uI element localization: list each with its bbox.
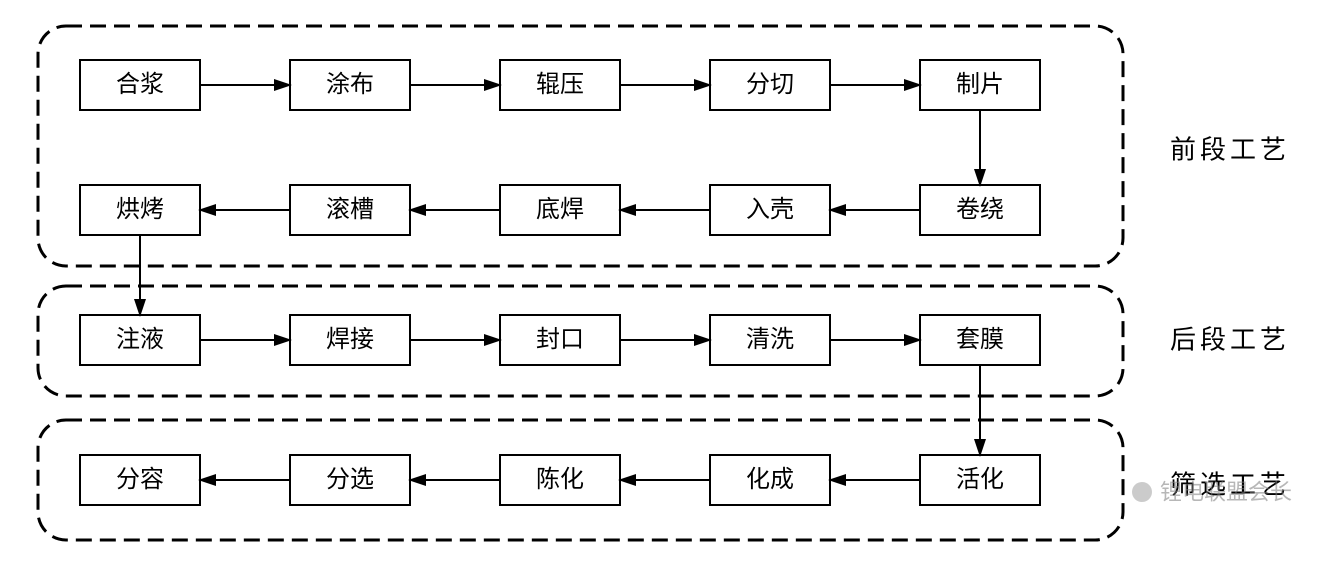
flow-node-label-n9: 滚槽 <box>326 196 374 223</box>
flow-node-label-n13: 封口 <box>536 326 584 353</box>
flow-node-n5: 制片 <box>920 60 1040 110</box>
flow-node-label-n7: 入壳 <box>746 196 794 223</box>
flow-node-label-n5: 制片 <box>956 71 1004 98</box>
flow-node-label-n19: 分选 <box>326 466 374 493</box>
watermark-icon <box>1132 482 1152 502</box>
flow-node-n8: 底焊 <box>500 185 620 235</box>
flow-node-label-n17: 化成 <box>746 466 794 493</box>
flow-node-label-n20: 分容 <box>116 466 164 493</box>
flow-node-n11: 注液 <box>80 315 200 365</box>
flow-node-n3: 辊压 <box>500 60 620 110</box>
flow-node-label-n8: 底焊 <box>536 196 584 223</box>
flow-node-n6: 卷绕 <box>920 185 1040 235</box>
flow-node-label-n18: 陈化 <box>536 466 584 493</box>
flow-node-label-n12: 焊接 <box>326 326 374 353</box>
flow-node-n16: 活化 <box>920 455 1040 505</box>
flow-node-n12: 焊接 <box>290 315 410 365</box>
flow-node-n13: 封口 <box>500 315 620 365</box>
flow-node-label-n15: 套膜 <box>956 326 1004 353</box>
flow-node-label-n6: 卷绕 <box>956 196 1004 223</box>
flow-node-label-n2: 涂布 <box>326 71 374 98</box>
flow-node-n10: 烘烤 <box>80 185 200 235</box>
process-flowchart: 前段工艺后段工艺筛选工艺合浆涂布辊压分切制片卷绕入壳底焊滚槽烘烤注液焊接封口清洗… <box>0 0 1338 568</box>
flow-node-n4: 分切 <box>710 60 830 110</box>
flow-node-n15: 套膜 <box>920 315 1040 365</box>
flow-node-label-n14: 清洗 <box>746 326 794 353</box>
flow-node-label-n10: 烘烤 <box>116 196 164 223</box>
flow-node-n2: 涂布 <box>290 60 410 110</box>
flow-node-n9: 滚槽 <box>290 185 410 235</box>
flow-node-label-n1: 合浆 <box>116 71 164 98</box>
flow-node-n18: 陈化 <box>500 455 620 505</box>
flow-node-n1: 合浆 <box>80 60 200 110</box>
flow-node-n14: 清洗 <box>710 315 830 365</box>
flow-node-label-n3: 辊压 <box>536 71 584 98</box>
flow-node-n17: 化成 <box>710 455 830 505</box>
flow-node-n19: 分选 <box>290 455 410 505</box>
flow-node-n20: 分容 <box>80 455 200 505</box>
flow-node-label-n16: 活化 <box>956 466 1004 493</box>
flow-node-label-n4: 分切 <box>746 71 794 98</box>
flow-node-n7: 入壳 <box>710 185 830 235</box>
flow-node-label-n11: 注液 <box>116 326 164 353</box>
watermark-text: 锂电联盟会长 <box>1160 480 1292 505</box>
section-label-front: 前段工艺 <box>1170 136 1290 165</box>
section-label-back: 后段工艺 <box>1170 326 1290 355</box>
